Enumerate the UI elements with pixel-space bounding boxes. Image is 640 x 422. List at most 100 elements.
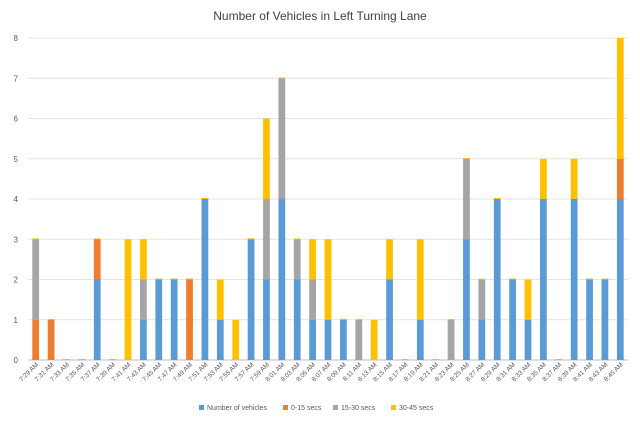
y-axis: 0 1 2 3 4 5 6 7 8 bbox=[14, 34, 19, 365]
bar-segment bbox=[155, 278, 163, 280]
bar-segment bbox=[524, 279, 532, 320]
bar-segment bbox=[93, 238, 101, 240]
bar-segment bbox=[616, 199, 624, 360]
bar-segment bbox=[355, 319, 363, 360]
bar-segment bbox=[247, 239, 255, 360]
bar-segment bbox=[570, 158, 578, 199]
bar-segment bbox=[155, 279, 163, 360]
bar-segment bbox=[586, 279, 593, 360]
bar-segment bbox=[201, 199, 209, 360]
bar-segment bbox=[124, 239, 132, 360]
bar-segment bbox=[109, 359, 116, 360]
bar-segment bbox=[201, 198, 209, 199]
bar-segment bbox=[293, 279, 301, 360]
bar-segment bbox=[386, 239, 393, 280]
bar-segment bbox=[170, 278, 178, 280]
bar-segment bbox=[309, 279, 316, 320]
bar-segment bbox=[493, 198, 501, 199]
bar-segment bbox=[32, 239, 40, 320]
bar-segment bbox=[32, 319, 40, 360]
bar-segment bbox=[555, 359, 563, 360]
legend-swatch bbox=[199, 405, 204, 410]
legend-swatch bbox=[333, 405, 338, 410]
bar-segment bbox=[293, 238, 301, 240]
x-axis: 7:29 AM7:31 AM7:33 AM7:35 AM7:37 AM7:39 … bbox=[18, 361, 624, 383]
bar-segment bbox=[401, 359, 409, 360]
bar-segment bbox=[463, 158, 470, 240]
bar-segment bbox=[509, 278, 516, 280]
bar-segment bbox=[524, 319, 532, 360]
bar-segment bbox=[186, 279, 193, 360]
bar-segment bbox=[324, 239, 332, 320]
bar-segment bbox=[463, 239, 470, 360]
bar-segment bbox=[601, 278, 609, 280]
bar-segment bbox=[63, 359, 70, 360]
bar-segment bbox=[509, 279, 516, 360]
bar-segment bbox=[93, 239, 101, 280]
y-tick-label: 4 bbox=[14, 195, 19, 204]
bar-segment bbox=[416, 319, 424, 360]
bar-segment bbox=[216, 279, 224, 320]
bar-segment bbox=[309, 319, 316, 360]
bar-segment bbox=[478, 278, 486, 280]
legend-swatch bbox=[391, 405, 396, 410]
bar-segment bbox=[78, 359, 86, 360]
y-tick-label: 0 bbox=[14, 356, 19, 365]
bar-segment bbox=[586, 278, 593, 280]
bar-segment bbox=[386, 279, 393, 360]
y-tick-label: 7 bbox=[14, 74, 19, 83]
bar-segment bbox=[140, 239, 147, 280]
bar-segment bbox=[601, 279, 609, 360]
bar-segment bbox=[447, 318, 455, 320]
bar-segment bbox=[263, 118, 270, 199]
bar-segment bbox=[478, 279, 486, 320]
y-tick-label: 6 bbox=[14, 115, 19, 124]
bar-segment bbox=[140, 319, 147, 360]
legend-label: 0-15 secs bbox=[291, 405, 322, 412]
bar-segment bbox=[416, 239, 424, 320]
y-tick-label: 2 bbox=[14, 276, 19, 285]
legend-swatch bbox=[283, 405, 288, 410]
bar-segment bbox=[247, 238, 255, 240]
legend-label: Number of vehicles bbox=[207, 405, 267, 412]
bar-segment bbox=[370, 319, 378, 360]
legend-label: 15-30 secs bbox=[341, 405, 376, 412]
bar-segment bbox=[355, 318, 363, 320]
bar-segment bbox=[278, 77, 286, 79]
bar-segment bbox=[170, 279, 178, 360]
bar-segment bbox=[540, 199, 547, 360]
bar-segment bbox=[278, 78, 286, 199]
bar-segment bbox=[140, 279, 147, 320]
bar-segment bbox=[340, 319, 347, 360]
y-tick-label: 3 bbox=[14, 235, 19, 244]
bar-segment bbox=[186, 278, 193, 280]
bar-segment bbox=[309, 239, 316, 280]
bar-segment bbox=[616, 38, 624, 159]
legend: Number of vehicles 0-15 secs 15-30 secs 30-… bbox=[199, 405, 434, 412]
bar-segment bbox=[232, 319, 240, 360]
bars bbox=[32, 38, 624, 360]
chart-title: Number of Vehicles in Left Turning Lane bbox=[213, 9, 427, 23]
y-tick-label: 5 bbox=[14, 155, 19, 164]
bar-segment bbox=[340, 318, 347, 320]
bar-segment bbox=[293, 239, 301, 280]
legend-label: 30-45 secs bbox=[399, 405, 434, 412]
bar-segment bbox=[432, 359, 440, 360]
bar-segment bbox=[216, 319, 224, 360]
bar-segment bbox=[447, 319, 455, 360]
y-tick-label: 1 bbox=[14, 316, 19, 325]
bar-segment bbox=[493, 199, 501, 360]
bar-segment bbox=[540, 158, 547, 199]
bar-segment bbox=[478, 319, 486, 360]
bar-segment bbox=[616, 158, 624, 199]
bar-segment bbox=[463, 157, 470, 159]
bar-segment bbox=[570, 199, 578, 360]
bar-segment bbox=[93, 279, 101, 360]
bar-segment bbox=[263, 199, 270, 280]
bar-segment bbox=[263, 279, 270, 360]
bar-segment bbox=[32, 238, 40, 240]
y-tick-label: 8 bbox=[14, 34, 19, 43]
bar-segment bbox=[278, 199, 286, 360]
